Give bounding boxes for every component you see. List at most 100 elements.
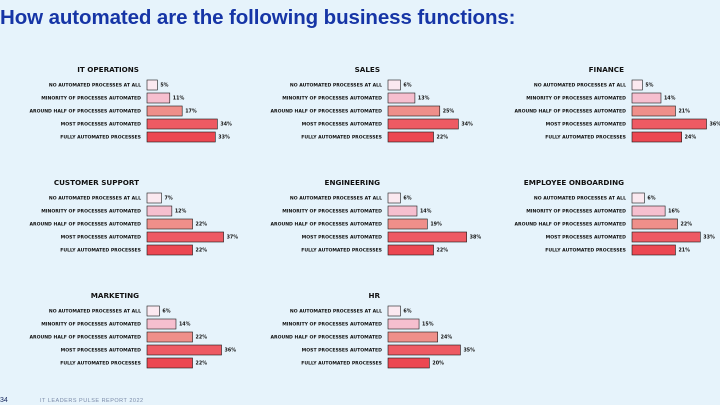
chart-panel: CUSTOMER SUPPORT NO AUTOMATED PROCESSES A…: [29, 178, 238, 256]
data-label: 5%: [645, 83, 653, 89]
data-label: 6%: [162, 309, 170, 315]
category-label: MOST PROCESSES AUTOMATED: [302, 235, 383, 241]
bar: [146, 92, 171, 104]
bar: [146, 205, 173, 217]
data-label: 25%: [443, 109, 455, 115]
category-label: MINORITY OF PROCESSES AUTOMATED: [282, 322, 382, 328]
category-label: MINORITY OF PROCESSES AUTOMATED: [282, 209, 382, 215]
data-label: 14%: [420, 209, 432, 215]
bar: [387, 231, 467, 243]
bar: [146, 192, 162, 204]
data-label: 36%: [225, 348, 237, 354]
chart-panel: EMPLOYEE ONBOARDING NO AUTOMATED PROCESSE…: [514, 178, 715, 256]
bar: [387, 92, 416, 104]
chart-panel: ENGINEERING NO AUTOMATED PROCESSES AT ALL…: [270, 178, 482, 256]
bar: [387, 318, 420, 330]
category-label: FULLY AUTOMATED PROCESSES: [301, 135, 382, 141]
data-label: 14%: [664, 96, 676, 102]
data-label: 19%: [430, 222, 442, 228]
chart-title: IT OPERATIONS: [77, 65, 139, 74]
category-label: NO AUTOMATED PROCESSES AT ALL: [49, 196, 141, 202]
bar: [631, 244, 676, 256]
data-label: 6%: [647, 196, 655, 202]
category-label: FULLY AUTOMATED PROCESSES: [60, 248, 141, 254]
data-label: 33%: [218, 135, 230, 141]
category-label: MOST PROCESSES AUTOMATED: [61, 235, 142, 241]
category-label: MINORITY OF PROCESSES AUTOMATED: [41, 209, 141, 215]
category-label: MINORITY OF PROCESSES AUTOMATED: [41, 96, 141, 102]
chart-panel: FINANCE NO AUTOMATED PROCESSES AT ALL 5% MI…: [514, 65, 720, 143]
bar: [146, 118, 218, 130]
category-label: NO AUTOMATED PROCESSES AT ALL: [290, 83, 382, 89]
data-label: 6%: [403, 196, 411, 202]
bar: [146, 218, 193, 230]
chart-panel: MARKETING NO AUTOMATED PROCESSES AT ALL 6%…: [29, 291, 237, 369]
data-label: 38%: [470, 235, 482, 241]
page-title: How automated are the following business…: [0, 6, 516, 29]
category-label: NO AUTOMATED PROCESSES AT ALL: [534, 196, 626, 202]
bar: [146, 105, 183, 117]
category-label: AROUND HALF OF PROCESSES AUTOMATED: [514, 109, 626, 115]
bar: [631, 218, 678, 230]
bar: [387, 331, 438, 343]
chart-panel: IT OPERATIONS NO AUTOMATED PROCESSES AT A…: [29, 65, 232, 143]
data-label: 17%: [185, 109, 197, 115]
data-label: 34%: [461, 122, 473, 128]
bar: [387, 357, 430, 369]
bar: [146, 244, 193, 256]
bar: [146, 305, 160, 317]
bar: [387, 192, 401, 204]
category-label: AROUND HALF OF PROCESSES AUTOMATED: [29, 335, 141, 341]
data-label: 5%: [160, 83, 168, 89]
category-label: FULLY AUTOMATED PROCESSES: [301, 361, 382, 367]
data-label: 22%: [196, 335, 208, 341]
data-label: 6%: [403, 83, 411, 89]
category-label: AROUND HALF OF PROCESSES AUTOMATED: [29, 222, 141, 228]
category-label: MOST PROCESSES AUTOMATED: [61, 122, 142, 128]
category-label: MINORITY OF PROCESSES AUTOMATED: [282, 96, 382, 102]
data-label: 34%: [220, 122, 232, 128]
chart-title: EMPLOYEE ONBOARDING: [524, 178, 624, 187]
chart-panel: SALES NO AUTOMATED PROCESSES AT ALL 6% MINO…: [270, 65, 473, 143]
category-label: AROUND HALF OF PROCESSES AUTOMATED: [270, 109, 382, 115]
chart-title: HR: [368, 291, 380, 300]
bar: [146, 231, 224, 243]
bar: [631, 192, 645, 204]
report-name: IT LEADERS PULSE REPORT 2022: [40, 398, 144, 404]
data-label: 13%: [418, 96, 430, 102]
bar: [631, 131, 682, 143]
bar: [387, 105, 441, 117]
category-label: AROUND HALF OF PROCESSES AUTOMATED: [270, 222, 382, 228]
data-label: 16%: [668, 209, 680, 215]
category-label: AROUND HALF OF PROCESSES AUTOMATED: [29, 109, 141, 115]
data-label: 22%: [196, 361, 208, 367]
category-label: MINORITY OF PROCESSES AUTOMATED: [41, 322, 141, 328]
data-label: 20%: [432, 361, 444, 367]
data-label: 35%: [463, 348, 475, 354]
category-label: FULLY AUTOMATED PROCESSES: [60, 135, 141, 141]
chart-title: ENGINEERING: [325, 178, 381, 187]
category-label: FULLY AUTOMATED PROCESSES: [545, 248, 626, 254]
bar: [146, 131, 216, 143]
category-label: MOST PROCESSES AUTOMATED: [61, 348, 142, 354]
data-label: 7%: [164, 196, 172, 202]
category-label: NO AUTOMATED PROCESSES AT ALL: [290, 196, 382, 202]
bar: [146, 344, 222, 356]
category-label: MINORITY OF PROCESSES AUTOMATED: [526, 96, 626, 102]
category-label: NO AUTOMATED PROCESSES AT ALL: [290, 309, 382, 315]
bar: [631, 92, 662, 104]
category-label: AROUND HALF OF PROCESSES AUTOMATED: [514, 222, 626, 228]
data-label: 22%: [437, 135, 449, 141]
data-label: 22%: [437, 248, 449, 254]
data-label: 11%: [173, 96, 185, 102]
bar: [387, 79, 401, 91]
chart-title: MARKETING: [91, 291, 139, 300]
category-label: MINORITY OF PROCESSES AUTOMATED: [526, 209, 626, 215]
category-label: MOST PROCESSES AUTOMATED: [302, 348, 383, 354]
bar: [631, 205, 666, 217]
chart-panel: HR NO AUTOMATED PROCESSES AT ALL 6% MINORIT…: [270, 291, 475, 369]
data-label: 21%: [678, 248, 690, 254]
bar: [631, 118, 707, 130]
chart-title: SALES: [355, 65, 380, 74]
